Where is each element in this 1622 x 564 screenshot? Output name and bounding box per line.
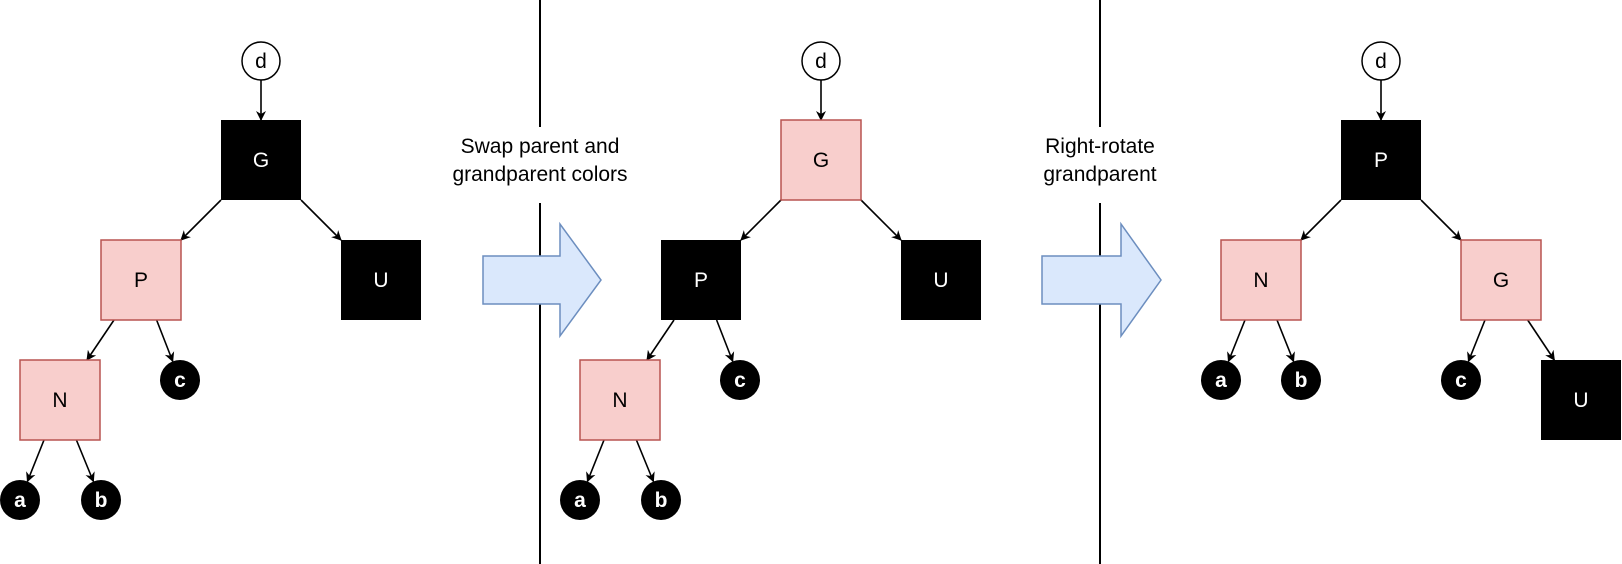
node-label: b — [655, 489, 668, 512]
tree-edge — [1420, 199, 1462, 241]
node-label: c — [734, 369, 746, 392]
tree-node-G: G — [1460, 239, 1542, 321]
node-label: a — [574, 489, 586, 512]
leaf-node-a: a — [0, 480, 40, 520]
tree-node-P: P — [661, 240, 741, 320]
root-node-label: d — [1375, 50, 1387, 73]
node-label: c — [174, 369, 186, 392]
tree-edge — [740, 199, 782, 241]
leaf-node-c: c — [160, 360, 200, 400]
tree-node-N: N — [579, 359, 661, 441]
tree-before: d G P U Nc a b — [0, 41, 421, 520]
leaf-node-b: b — [81, 480, 121, 520]
tree-node-U: U — [1541, 360, 1621, 440]
root-node-d: d — [1361, 41, 1401, 81]
tree-edge — [1276, 319, 1295, 363]
node-label: P — [1374, 149, 1388, 172]
leaf-node-c: c — [1441, 360, 1481, 400]
tree-node-G: G — [221, 120, 301, 200]
tree-node-P: P — [100, 239, 182, 321]
node-label: U — [373, 269, 388, 292]
tree-edge — [1467, 319, 1486, 363]
tree-node-P: P — [1341, 120, 1421, 200]
node-label: U — [1573, 389, 1588, 412]
leaf-node-c: c — [720, 360, 760, 400]
tree-node-U: U — [341, 240, 421, 320]
node-label: a — [14, 489, 26, 512]
root-node-d: d — [801, 41, 841, 81]
node-label: P — [134, 269, 148, 292]
step-1-caption-line2: grandparent colors — [452, 163, 627, 186]
tree-edge — [300, 199, 342, 241]
leaf-node-b: b — [641, 480, 681, 520]
tree-edge — [715, 319, 735, 363]
tree-edge — [1227, 319, 1246, 363]
tree-edge — [75, 439, 95, 483]
tree-edge — [26, 439, 45, 483]
tree-edge — [586, 439, 605, 483]
tree-node-G: G — [780, 119, 862, 201]
node-label: G — [813, 149, 829, 172]
node-label: G — [1493, 269, 1509, 292]
node-label: G — [253, 149, 269, 172]
node-label: c — [1455, 369, 1467, 392]
tree-edge — [635, 439, 655, 483]
node-label: b — [95, 489, 108, 512]
tree-after-rotation: d P N Ga b c U — [1201, 41, 1621, 440]
node-label: P — [694, 269, 708, 292]
step-1-arrow — [482, 221, 602, 339]
root-node-d: d — [241, 41, 281, 81]
tree-edge — [646, 319, 675, 361]
node-label: U — [933, 269, 948, 292]
tree-after-recolor: d G P U Nc a b — [560, 41, 981, 520]
tree-node-N: N — [19, 359, 101, 441]
step-2-caption-line1: Right-rotate — [1045, 135, 1155, 158]
tree-edge — [860, 199, 902, 241]
node-label: N — [52, 389, 67, 412]
tree-edge — [1300, 199, 1342, 241]
leaf-node-a: a — [560, 480, 600, 520]
tree-node-U: U — [901, 240, 981, 320]
root-node-label: d — [255, 50, 267, 73]
step-2-caption-line2: grandparent — [1043, 163, 1156, 186]
tree-edge — [155, 319, 175, 363]
tree-edge — [86, 319, 115, 361]
tree-node-N: N — [1220, 239, 1302, 321]
leaf-node-a: a — [1201, 360, 1241, 400]
leaf-node-b: b — [1281, 360, 1321, 400]
node-label: a — [1215, 369, 1227, 392]
node-label: N — [612, 389, 627, 412]
root-node-label: d — [815, 50, 827, 73]
tree-edge — [180, 199, 222, 241]
step-2-arrow — [1041, 221, 1162, 339]
node-label: b — [1295, 369, 1308, 392]
step-1-caption-line1: Swap parent and — [461, 135, 620, 158]
tree-edge — [1527, 319, 1555, 361]
node-label: N — [1253, 269, 1268, 292]
